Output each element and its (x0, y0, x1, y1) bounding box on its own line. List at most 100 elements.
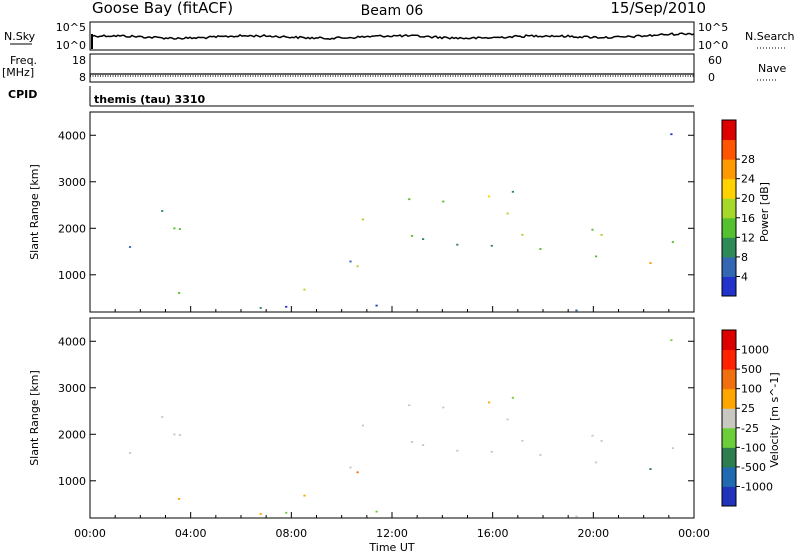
colorbar-tick-label: -25 (741, 422, 759, 435)
heatmap-cell (173, 433, 176, 436)
date-title: 15/Sep/2010 (610, 0, 706, 17)
heatmap-cell (490, 450, 493, 453)
colorbar-segment (722, 198, 736, 219)
heatmap-cell (649, 262, 652, 264)
freq-tick-low: 8 (79, 71, 86, 84)
heatmap-cell (303, 494, 306, 497)
heatmap-cell (303, 288, 306, 291)
y-tick-label: 4000 (58, 129, 86, 142)
y-tick-label: 3000 (58, 382, 86, 395)
heatmap-cell (591, 434, 594, 437)
colorbar-tick-label: 28 (741, 153, 755, 166)
heatmap-cell (575, 515, 578, 518)
y-tick-label: 2000 (58, 222, 86, 235)
nave-tick-high: 60 (708, 54, 722, 67)
colorbar-segment (722, 330, 736, 351)
nsky-tick-high-left: 10^5 (56, 21, 86, 34)
colorbar-segment (722, 447, 736, 468)
colorbar-tick-label: -1000 (741, 480, 773, 493)
colorbar-segment (722, 349, 736, 370)
colorbar-tick-label: 25 (741, 402, 755, 415)
colorbar-tick-label: -100 (741, 441, 766, 454)
heatmap-cell (178, 292, 181, 294)
x-tick-label: 04:00 (175, 527, 207, 540)
nave-tick-low: 0 (708, 71, 715, 84)
heatmap-cell (456, 449, 459, 452)
station-title: Goose Bay (fitACF) (92, 0, 233, 17)
colorbar-segment (722, 120, 736, 141)
heatmap-cell (285, 511, 288, 514)
colorbar-segment (722, 139, 736, 160)
heatmap-cell (178, 434, 181, 436)
velocity-panel-frame (89, 317, 695, 519)
heatmap-cell (375, 510, 378, 513)
heatmap-cell (422, 238, 425, 240)
nsky-trace (91, 32, 695, 41)
colorbar-segment (722, 466, 736, 487)
heatmap-cell (356, 265, 359, 268)
heatmap-cell (410, 235, 414, 237)
heatmap-cell (575, 309, 578, 312)
colorbar-tick-label: 100 (741, 383, 762, 396)
x-tick-label: 12:00 (376, 527, 408, 540)
freq-panel (89, 53, 695, 83)
heatmap-cell (349, 466, 352, 469)
nave-label: Nave (758, 62, 786, 75)
heatmap-cell (506, 418, 509, 421)
heatmap-cell (521, 439, 524, 442)
colorbar-tick-label: 16 (741, 212, 755, 225)
velocity-y-axis: 1000 2000 3000 4000 (58, 335, 694, 488)
colorbar-frame (721, 119, 737, 297)
colorbar-segment (722, 408, 736, 429)
colorbar-tick-label: 1000 (741, 344, 769, 357)
x-tick-label: 00:00 (678, 527, 710, 540)
heatmap-cell (375, 304, 378, 307)
colorbar-tick-label: 4 (741, 270, 748, 283)
cpid-label: CPID (8, 88, 37, 101)
heatmap-cell (361, 218, 364, 221)
heatmap-cell (539, 454, 542, 456)
x-tick-label: 16:00 (477, 527, 509, 540)
heatmap-cell (671, 447, 674, 449)
heatmap-cell (408, 404, 411, 407)
heatmap-cell (490, 244, 493, 247)
colorbar-tick-label: 24 (741, 173, 755, 186)
heatmap-cell (408, 198, 411, 201)
power-heatmap-cells (128, 133, 674, 312)
velocity-ylabel: Slant Range [km] (28, 370, 41, 466)
y-tick-label: 1000 (58, 269, 86, 282)
x-tick-label: 20:00 (577, 527, 609, 540)
power-colorbar: 4 8 12 16 20 24 28 (721, 119, 755, 297)
heatmap-cell (285, 305, 288, 308)
velocity-heatmap-cells (128, 339, 674, 518)
heatmap-cell (128, 246, 132, 248)
colorbar-segment (722, 369, 736, 390)
colorbar-tick-label: 12 (741, 231, 755, 244)
freq-unit: [MHz] (2, 66, 34, 79)
x-tick-label: 08:00 (275, 527, 307, 540)
nsky-panel (89, 21, 695, 51)
heatmap-cell (591, 228, 594, 231)
colorbar-tick-label: 8 (741, 251, 748, 264)
heatmap-cell (349, 260, 352, 263)
heatmap-cell (595, 255, 598, 258)
heatmap-cell (356, 471, 359, 474)
colorbar-segment (722, 388, 736, 409)
colorbar-segment (722, 256, 736, 277)
nsky-label: N.Sky (4, 30, 36, 43)
heatmap-cell (456, 243, 459, 246)
heatmap-cell (361, 424, 364, 427)
colorbar-tick-label: 500 (741, 363, 762, 376)
beam-title: Beam 06 (361, 3, 424, 19)
colorbar-segment (722, 237, 736, 258)
colorbar-segment (722, 178, 736, 199)
freq-label: Freq. (10, 54, 37, 67)
colorbar-segment (722, 159, 736, 180)
heatmap-cell (539, 248, 542, 250)
time-x-axis: 00:00 04:00 08:00 12:00 16:00 20:00 00:00 (74, 306, 710, 540)
colorbar-frame (721, 329, 737, 507)
heatmap-cell (161, 416, 164, 418)
heatmap-cell (178, 498, 181, 500)
freq-tick-high: 18 (72, 54, 86, 67)
heatmap-cell (410, 441, 414, 443)
